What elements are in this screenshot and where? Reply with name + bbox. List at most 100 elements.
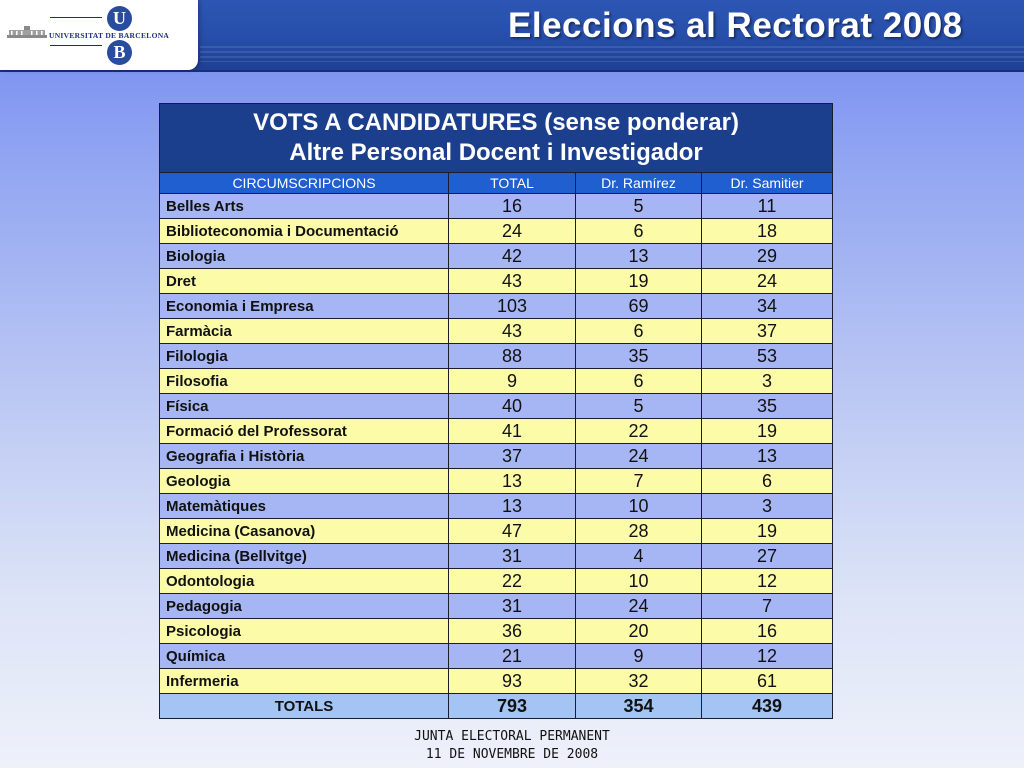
table-row: Psicologia 36 20 16 xyxy=(159,618,834,644)
table-row: Filologia 88 35 53 xyxy=(159,343,834,369)
circumscripcio-name: Medicina (Casanova) xyxy=(159,518,449,544)
total-votes: 36 xyxy=(448,618,576,644)
total-votes: 16 xyxy=(448,193,576,219)
ramirez-votes: 24 xyxy=(575,593,702,619)
circumscripcio-name: Medicina (Bellvitge) xyxy=(159,543,449,569)
ramirez-votes: 7 xyxy=(575,468,702,494)
table-row: Belles Arts 16 5 11 xyxy=(159,193,834,219)
ramirez-votes: 35 xyxy=(575,343,702,369)
circumscripcio-name: Geologia xyxy=(159,468,449,494)
logo-text: UNIVERSITAT DE BARCELONA xyxy=(49,31,170,40)
votes-table: VOTS A CANDIDATURES (sense ponderar) Alt… xyxy=(158,103,834,719)
table-row: Formació del Professorat 41 22 19 xyxy=(159,418,834,444)
table-row: Filosofia 9 6 3 xyxy=(159,368,834,394)
ramirez-votes: 6 xyxy=(575,218,702,244)
table-row: Biblioteconomia i Documentació 24 6 18 xyxy=(159,218,834,244)
circumscripcio-name: Biblioteconomia i Documentació xyxy=(159,218,449,244)
samitier-votes: 7 xyxy=(700,593,834,619)
column-header-ramirez: Dr. Ramírez xyxy=(575,172,702,194)
table-row: Infermeria 93 32 61 xyxy=(159,668,834,694)
samitier-votes: 16 xyxy=(700,618,834,644)
total-votes: 13 xyxy=(448,493,576,519)
ramirez-votes: 20 xyxy=(575,618,702,644)
column-header-row: CIRCUMSCRIPCIONS TOTAL Dr. Ramírez Dr. S… xyxy=(159,172,834,194)
circumscripcio-name: Pedagogia xyxy=(159,593,449,619)
ramirez-votes: 4 xyxy=(575,543,702,569)
total-votes: 40 xyxy=(448,393,576,419)
total-votes: 88 xyxy=(448,343,576,369)
samitier-votes: 18 xyxy=(700,218,834,244)
circumscripcio-name: Psicologia xyxy=(159,618,449,644)
circumscripcio-name: Economia i Empresa xyxy=(159,293,449,319)
building-icon xyxy=(7,26,47,38)
ramirez-votes: 32 xyxy=(575,668,702,694)
total-votes: 24 xyxy=(448,218,576,244)
header-decoration xyxy=(200,46,1024,62)
samitier-votes: 12 xyxy=(700,568,834,594)
column-header-circumscripcions: CIRCUMSCRIPCIONS xyxy=(159,172,449,194)
samitier-votes: 61 xyxy=(700,668,834,694)
totals-samitier: 439 xyxy=(700,693,834,719)
circumscripcio-name: Odontologia xyxy=(159,568,449,594)
table-row: Geologia 13 7 6 xyxy=(159,468,834,494)
table-row: Matemàtiques 13 10 3 xyxy=(159,493,834,519)
samitier-votes: 37 xyxy=(700,318,834,344)
circumscripcio-name: Geografia i Història xyxy=(159,443,449,469)
circumscripcio-name: Biologia xyxy=(159,243,449,269)
samitier-votes: 3 xyxy=(700,493,834,519)
page-title: Eleccions al Rectorat 2008 xyxy=(508,6,963,45)
circumscripcio-name: Dret xyxy=(159,268,449,294)
table-row: Economia i Empresa 103 69 34 xyxy=(159,293,834,319)
samitier-votes: 27 xyxy=(700,543,834,569)
logo-divider xyxy=(50,45,102,46)
circumscripcio-name: Física xyxy=(159,393,449,419)
circumscripcio-name: Infermeria xyxy=(159,668,449,694)
table-row: Medicina (Bellvitge) 31 4 27 xyxy=(159,543,834,569)
footer-date: 11 DE NOVEMBRE DE 2008 xyxy=(425,747,599,762)
logo-divider xyxy=(50,17,102,18)
column-header-samitier: Dr. Samitier xyxy=(700,172,834,194)
samitier-votes: 24 xyxy=(700,268,834,294)
ramirez-votes: 6 xyxy=(575,368,702,394)
circumscripcio-name: Belles Arts xyxy=(159,193,449,219)
total-votes: 31 xyxy=(448,543,576,569)
samitier-votes: 19 xyxy=(700,518,834,544)
samitier-votes: 12 xyxy=(700,643,834,669)
table-subtitle-line: Altre Personal Docent i Investigador xyxy=(289,139,703,166)
samitier-votes: 19 xyxy=(700,418,834,444)
samitier-votes: 11 xyxy=(700,193,834,219)
circumscripcio-name: Filosofia xyxy=(159,368,449,394)
total-votes: 37 xyxy=(448,443,576,469)
samitier-votes: 35 xyxy=(700,393,834,419)
table-row: Dret 43 19 24 xyxy=(159,268,834,294)
table-row: Biologia 42 13 29 xyxy=(159,243,834,269)
samitier-votes: 6 xyxy=(700,468,834,494)
footer-organization: JUNTA ELECTORAL PERMANENT xyxy=(414,729,610,744)
totals-ramirez: 354 xyxy=(575,693,702,719)
samitier-votes: 29 xyxy=(700,243,834,269)
table-title-row: VOTS A CANDIDATURES (sense ponderar) Alt… xyxy=(158,103,834,173)
ramirez-votes: 24 xyxy=(575,443,702,469)
circumscripcio-name: Farmàcia xyxy=(159,318,449,344)
table-row: Medicina (Casanova) 47 28 19 xyxy=(159,518,834,544)
university-logo: UNIVERSITAT DE BARCELONA U B xyxy=(0,0,198,70)
header-bar: UNIVERSITAT DE BARCELONA U B Eleccions a… xyxy=(0,0,1024,72)
ramirez-votes: 10 xyxy=(575,568,702,594)
ramirez-votes: 10 xyxy=(575,493,702,519)
column-header-total: TOTAL xyxy=(448,172,576,194)
table-title-line: VOTS A CANDIDATURES (sense ponderar) xyxy=(253,109,739,136)
circumscripcio-name: Filologia xyxy=(159,343,449,369)
total-votes: 41 xyxy=(448,418,576,444)
table-title: VOTS A CANDIDATURES (sense ponderar) Alt… xyxy=(158,103,834,173)
total-votes: 103 xyxy=(448,293,576,319)
footer: JUNTA ELECTORAL PERMANENT 11 DE NOVEMBRE… xyxy=(0,728,1024,764)
total-votes: 22 xyxy=(448,568,576,594)
total-votes: 42 xyxy=(448,243,576,269)
totals-label: TOTALS xyxy=(159,693,449,719)
totals-row: TOTALS 793 354 439 xyxy=(159,693,834,719)
circumscripcio-name: Matemàtiques xyxy=(159,493,449,519)
circumscripcio-name: Química xyxy=(159,643,449,669)
table-body: Belles Arts 16 5 11 Biblioteconomia i Docume… xyxy=(159,193,834,694)
table-row: Farmàcia 43 6 37 xyxy=(159,318,834,344)
total-votes: 93 xyxy=(448,668,576,694)
